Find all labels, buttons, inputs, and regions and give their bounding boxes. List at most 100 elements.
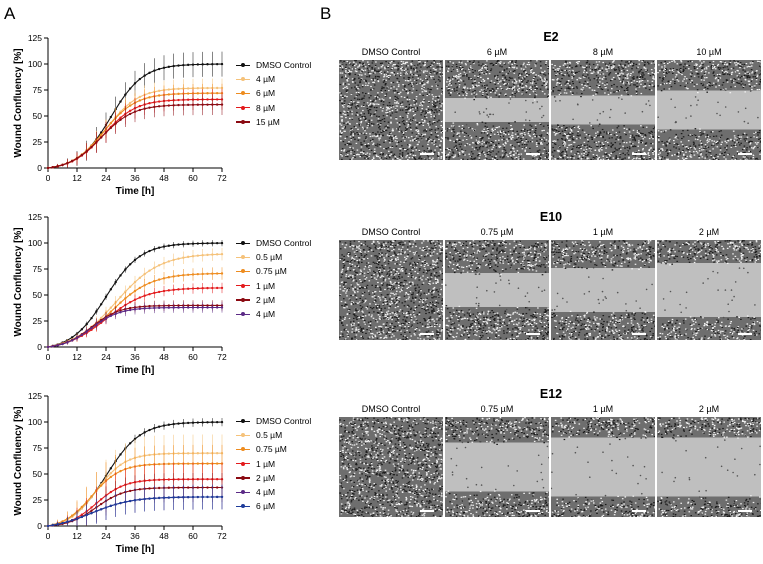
- data-point: [90, 506, 92, 508]
- data-point: [143, 431, 145, 433]
- data-point: [177, 463, 179, 465]
- data-point: [172, 306, 174, 308]
- data-point: [182, 104, 184, 106]
- data-point: [100, 498, 102, 500]
- data-point: [192, 104, 194, 106]
- data-point: [139, 277, 141, 279]
- legend-label: DMSO Control: [256, 58, 311, 72]
- data-point: [177, 496, 179, 498]
- data-point: [143, 273, 145, 275]
- scale-bar: [632, 333, 646, 335]
- microscopy-column-label: 1 µM: [551, 227, 655, 237]
- microscopy-image: [339, 417, 443, 517]
- data-point: [206, 287, 208, 289]
- y-tick-label: 0: [37, 521, 42, 531]
- data-point: [221, 253, 223, 255]
- data-point: [143, 284, 145, 286]
- data-point: [119, 485, 121, 487]
- data-point: [206, 304, 208, 306]
- y-tick-label: 125: [28, 212, 42, 222]
- data-point: [114, 313, 116, 315]
- microscopy-image: [339, 240, 443, 340]
- y-tick-label: 125: [28, 33, 42, 43]
- data-point: [197, 306, 199, 308]
- data-point: [182, 274, 184, 276]
- data-point: [216, 92, 218, 94]
- microscopy-column-label: DMSO Control: [339, 227, 443, 237]
- data-point: [187, 274, 189, 276]
- data-point: [172, 244, 174, 246]
- data-point: [71, 336, 73, 338]
- data-point: [187, 306, 189, 308]
- data-point: [211, 306, 213, 308]
- legend-swatch: [236, 117, 250, 127]
- data-point: [197, 287, 199, 289]
- data-point: [110, 505, 112, 507]
- data-point: [163, 307, 165, 309]
- data-point: [192, 255, 194, 257]
- data-point: [124, 501, 126, 503]
- data-point: [187, 288, 189, 290]
- data-point: [187, 243, 189, 245]
- data-point: [100, 320, 102, 322]
- data-point: [197, 92, 199, 94]
- data-point: [216, 103, 218, 105]
- data-point: [206, 421, 208, 423]
- data-point: [71, 160, 73, 162]
- data-point: [187, 462, 189, 464]
- legend-item: 4 µM: [236, 72, 311, 86]
- data-point: [129, 500, 131, 502]
- data-point: [129, 466, 131, 468]
- x-tick-label: 24: [101, 531, 111, 541]
- data-point: [206, 486, 208, 488]
- legend-label: 0.5 µM: [256, 250, 282, 264]
- data-point: [201, 63, 203, 65]
- data-point: [153, 248, 155, 250]
- data-point: [211, 496, 213, 498]
- data-point: [134, 281, 136, 283]
- data-point: [211, 272, 213, 274]
- data-point: [139, 287, 141, 289]
- data-point: [66, 341, 68, 343]
- data-point: [90, 495, 92, 497]
- data-point: [168, 93, 170, 95]
- data-point: [110, 122, 112, 124]
- legend-swatch: [236, 252, 250, 262]
- data-point: [148, 305, 150, 307]
- data-point: [201, 273, 203, 275]
- data-point: [110, 476, 112, 478]
- data-point: [163, 290, 165, 292]
- data-point: [143, 295, 145, 297]
- data-point: [148, 106, 150, 108]
- data-point: [197, 63, 199, 65]
- data-point: [148, 497, 150, 499]
- data-point: [206, 496, 208, 498]
- scale-bar: [526, 333, 540, 335]
- data-point: [129, 458, 131, 460]
- series-6-m: [47, 84, 223, 169]
- data-point: [81, 328, 83, 330]
- data-point: [148, 72, 150, 74]
- data-point: [163, 245, 165, 247]
- data-point: [158, 479, 160, 481]
- data-point: [124, 310, 126, 312]
- data-point: [52, 345, 54, 347]
- x-tick-label: 36: [130, 352, 140, 362]
- data-point: [119, 274, 121, 276]
- x-tick-label: 24: [101, 173, 111, 183]
- data-point: [158, 463, 160, 465]
- legend-swatch: [236, 74, 250, 84]
- data-point: [100, 503, 102, 505]
- data-point: [148, 429, 150, 431]
- data-point: [206, 306, 208, 308]
- panel-letter-a: A: [4, 4, 15, 24]
- data-point: [47, 346, 49, 348]
- y-tick-label: 75: [33, 443, 43, 453]
- data-point: [114, 503, 116, 505]
- data-point: [148, 463, 150, 465]
- data-point: [177, 304, 179, 306]
- legend-label: 6 µM: [256, 499, 275, 513]
- legend-item: 0.75 µM: [236, 442, 311, 456]
- data-point: [153, 106, 155, 108]
